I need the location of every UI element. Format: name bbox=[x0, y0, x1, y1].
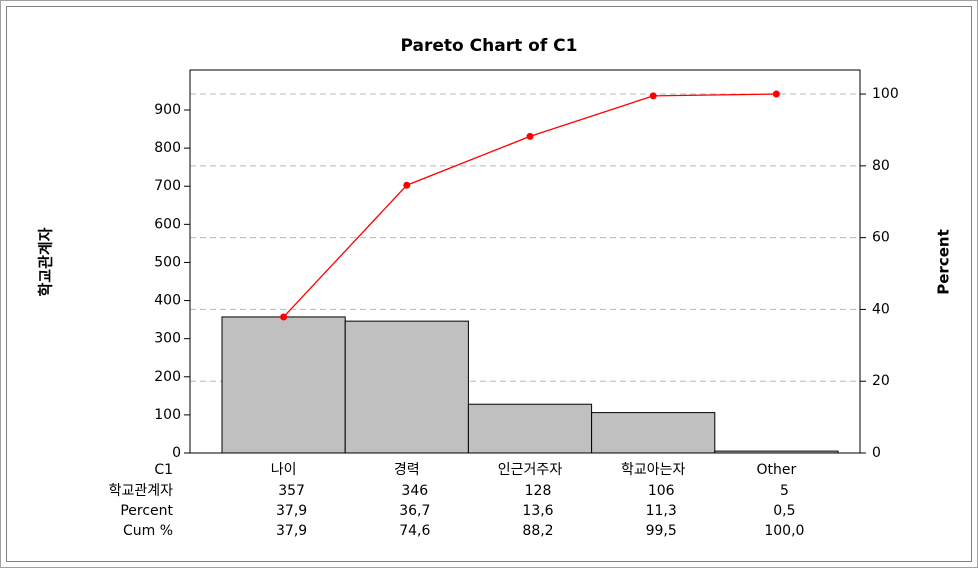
cum-point bbox=[649, 92, 657, 100]
y2-tick-label: 60 bbox=[872, 230, 890, 246]
cum-point bbox=[280, 313, 288, 321]
count-cell: 5 bbox=[780, 483, 789, 499]
count-cell: 106 bbox=[648, 483, 675, 499]
x-tick-label: 나이 bbox=[271, 462, 297, 478]
bar bbox=[344, 320, 469, 454]
cum-point bbox=[772, 90, 780, 98]
percent-cell: 11,3 bbox=[646, 503, 677, 519]
x-tick-label: 학교아는자 bbox=[621, 462, 686, 478]
y-tick-label: 800 bbox=[154, 140, 181, 156]
row-label: Percent bbox=[120, 503, 173, 519]
cum-point bbox=[403, 181, 411, 189]
cum-cell: 88,2 bbox=[522, 523, 553, 539]
plot-border bbox=[189, 69, 861, 454]
bar bbox=[591, 412, 716, 454]
count-cell: 346 bbox=[401, 483, 428, 499]
percent-cell: 37,9 bbox=[276, 503, 307, 519]
y-tick-label: 700 bbox=[154, 178, 181, 194]
y2-tick-label: 0 bbox=[872, 445, 881, 461]
y2-axis-label: Percent bbox=[935, 229, 953, 294]
y2-tick-label: 100 bbox=[872, 86, 899, 102]
y-tick-label: 300 bbox=[154, 331, 181, 347]
row-label: C1 bbox=[154, 462, 173, 478]
y2-tick-label: 80 bbox=[872, 158, 890, 174]
y-tick-label: 400 bbox=[154, 293, 181, 309]
y-tick-label: 0 bbox=[172, 445, 181, 461]
y2-tick-label: 40 bbox=[872, 301, 890, 317]
bar bbox=[221, 316, 346, 454]
cum-cell: 100,0 bbox=[764, 523, 804, 539]
y-tick-label: 100 bbox=[154, 407, 181, 423]
x-tick-label: 인근거주자 bbox=[498, 462, 563, 478]
row-label: Cum % bbox=[123, 523, 173, 539]
y-tick-label: 600 bbox=[154, 216, 181, 232]
percent-cell: 0,5 bbox=[773, 503, 795, 519]
y2-tick-label: 20 bbox=[872, 373, 890, 389]
y-tick-label: 900 bbox=[154, 102, 181, 118]
cum-point bbox=[526, 132, 534, 140]
percent-cell: 36,7 bbox=[399, 503, 430, 519]
y-tick-label: 500 bbox=[154, 254, 181, 270]
count-cell: 357 bbox=[278, 483, 305, 499]
y-axis-label: 학교관계자 bbox=[37, 227, 55, 296]
x-tick-label: 경력 bbox=[394, 462, 420, 478]
y-tick-label: 200 bbox=[154, 369, 181, 385]
cum-cell: 74,6 bbox=[399, 523, 430, 539]
cum-cell: 37,9 bbox=[276, 523, 307, 539]
chart-title: Pareto Chart of C1 bbox=[401, 36, 578, 56]
bar bbox=[467, 403, 593, 454]
row-label: 학교관계자 bbox=[109, 483, 174, 499]
cum-cell: 99,5 bbox=[646, 523, 677, 539]
count-cell: 128 bbox=[525, 483, 552, 499]
percent-cell: 13,6 bbox=[522, 503, 553, 519]
x-tick-label: Other bbox=[757, 462, 797, 478]
